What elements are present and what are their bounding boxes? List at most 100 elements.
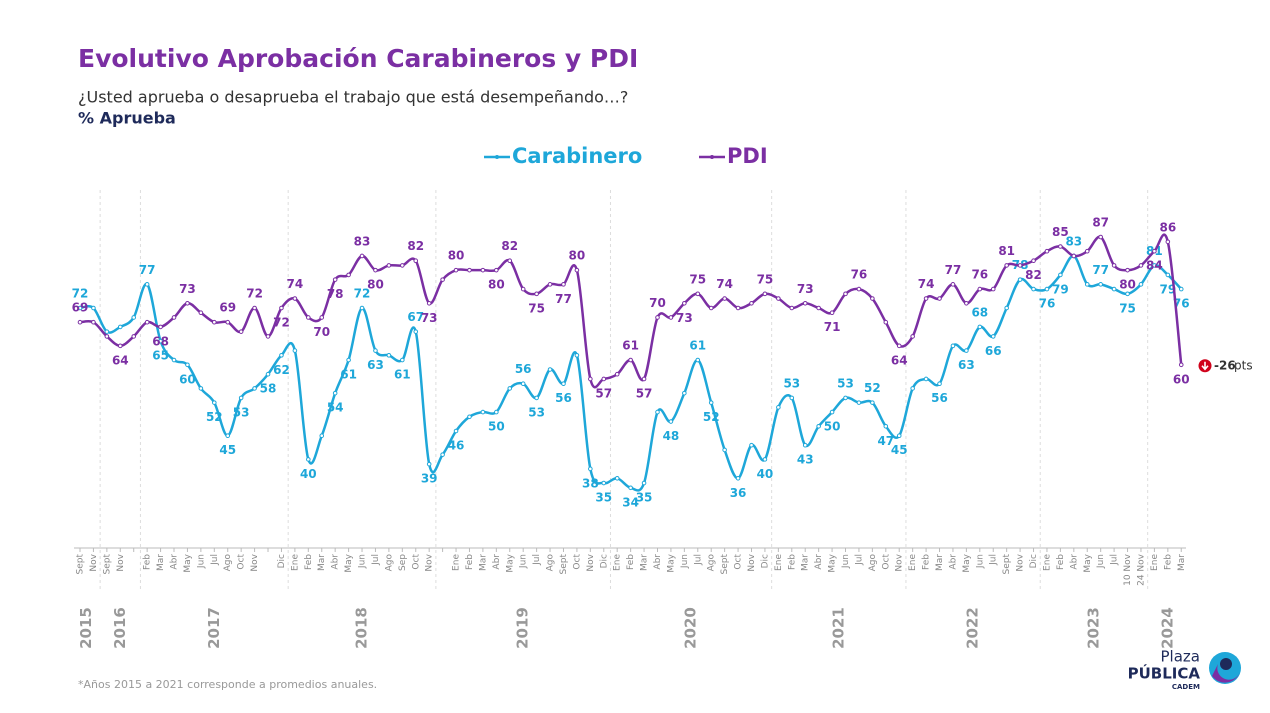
point <box>749 300 754 306</box>
point <box>440 452 445 457</box>
point <box>386 353 392 358</box>
x-tick-label: Ene <box>613 554 623 571</box>
point <box>964 348 969 353</box>
logo-top: Plaza <box>1161 648 1200 666</box>
point <box>238 329 244 334</box>
data-label: 64 <box>891 353 908 367</box>
data-label: 76 <box>1173 297 1190 311</box>
year-label: 2024 <box>1158 607 1176 649</box>
year-label: 2020 <box>682 607 700 649</box>
data-label: 82 <box>501 239 518 253</box>
data-label: 61 <box>394 368 411 382</box>
x-tick-label: Mar <box>801 554 811 571</box>
data-label: 74 <box>287 277 304 291</box>
point <box>1004 305 1009 311</box>
point <box>413 258 419 263</box>
data-label: 40 <box>757 467 774 481</box>
point <box>440 277 445 282</box>
x-tick-label: Abr <box>170 554 180 570</box>
point <box>158 338 163 344</box>
data-label: 43 <box>797 453 814 467</box>
point <box>802 442 808 448</box>
x-tick-label: Jul <box>989 554 999 566</box>
point <box>695 357 701 363</box>
data-label: 72 <box>72 287 89 301</box>
point <box>77 319 83 325</box>
point <box>910 334 915 339</box>
data-label: 56 <box>555 391 572 405</box>
x-tick-label: Dic <box>277 554 287 568</box>
x-tick-label: Jun <box>680 554 690 569</box>
point <box>1017 277 1023 282</box>
x-tick-label: Oct <box>572 554 582 570</box>
data-label: 54 <box>327 401 344 415</box>
point <box>1044 248 1050 254</box>
x-tick-label: Sept <box>720 554 730 575</box>
point <box>950 282 956 287</box>
year-label: 2021 <box>829 607 847 649</box>
point <box>708 400 714 405</box>
point <box>802 300 808 306</box>
x-tick-label: Mar <box>935 554 945 571</box>
point <box>252 305 257 311</box>
x-tick-label: Jul <box>371 554 381 566</box>
year-label: 2017 <box>205 607 223 649</box>
legend-label: PDI <box>727 144 768 168</box>
data-label: 70 <box>649 296 666 310</box>
point <box>1058 272 1063 278</box>
data-label: 77 <box>945 263 962 277</box>
point <box>131 315 137 320</box>
data-label: 69 <box>219 301 236 315</box>
data-label: 73 <box>676 311 693 325</box>
x-tick-label: Ene <box>290 554 300 571</box>
point <box>923 376 929 382</box>
data-label: 87 <box>1092 216 1109 230</box>
subtitle: ¿Usted aprueba o desaprueba el trabajo q… <box>78 88 628 107</box>
x-tick-label: Jun <box>196 554 206 569</box>
logo-main: PÚBLICA <box>1128 664 1201 683</box>
data-label: 61 <box>689 339 706 353</box>
point <box>480 267 486 273</box>
data-label: 53 <box>837 376 854 390</box>
data-label: 60 <box>1173 372 1190 386</box>
x-tick-label: Sept <box>76 554 86 575</box>
point <box>225 319 231 325</box>
x-tick-label: Nov <box>116 553 126 571</box>
point <box>762 457 768 462</box>
year-label: 2016 <box>111 607 129 649</box>
point <box>1125 267 1130 273</box>
x-tick-label: Mar <box>1177 554 1187 571</box>
data-label: 70 <box>313 325 330 339</box>
point <box>883 423 889 429</box>
data-label: 74 <box>918 277 935 291</box>
x-tick-label: Sep <box>398 554 408 571</box>
x-tick-label: Nov <box>89 553 99 571</box>
point <box>332 390 338 396</box>
series-line <box>79 254 1183 492</box>
footnote: *Años 2015 a 2021 corresponde a promedio… <box>78 678 377 691</box>
point <box>534 395 539 401</box>
point <box>198 310 204 316</box>
point <box>870 296 875 301</box>
data-label: 67 <box>407 310 424 324</box>
x-tick-label: 10 Nov <box>1123 553 1133 586</box>
point <box>655 409 660 415</box>
point <box>306 457 311 462</box>
x-tick-label: Abr <box>1069 554 1079 570</box>
data-label: 77 <box>555 292 572 306</box>
logo-swirl <box>1212 664 1240 683</box>
point <box>198 386 204 391</box>
point <box>910 386 915 391</box>
data-label: 72 <box>246 287 263 301</box>
point <box>749 442 754 448</box>
point <box>561 381 566 386</box>
point <box>614 371 620 377</box>
data-label: 78 <box>327 287 344 301</box>
data-label: 45 <box>891 443 908 457</box>
point <box>1098 234 1103 240</box>
x-tick-label: Ene <box>452 554 462 571</box>
point <box>856 286 862 292</box>
data-label: 64 <box>112 353 129 367</box>
title: Evolutivo Aprobación Carabineros y PDI <box>78 44 638 73</box>
data-label: 56 <box>515 362 532 376</box>
